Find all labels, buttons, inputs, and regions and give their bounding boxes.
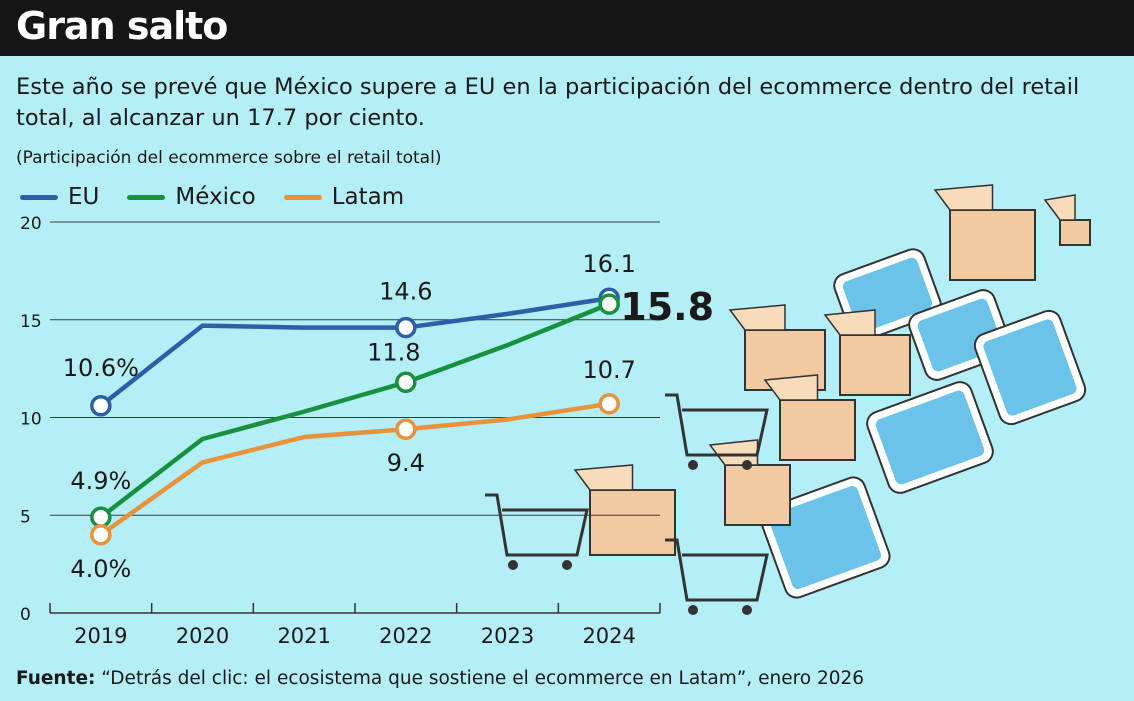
phone-screen xyxy=(769,485,881,590)
data-point xyxy=(395,418,417,440)
legend-swatch xyxy=(127,194,166,200)
series-line-EU xyxy=(99,296,610,408)
series-line-México xyxy=(99,302,611,519)
data-label: 9.4 xyxy=(387,449,425,477)
legend-swatch xyxy=(283,194,322,200)
legend-item-mexico: México xyxy=(127,184,256,210)
x-tick-label: 2020 xyxy=(176,624,229,648)
phone-screen xyxy=(983,319,1077,416)
header-bar: Gran salto xyxy=(0,0,1134,56)
legend-swatch xyxy=(20,194,58,200)
data-point xyxy=(598,393,620,415)
box-icon xyxy=(779,399,856,461)
x-tick-label: 2019 xyxy=(74,624,127,648)
x-tick-label: 2024 xyxy=(582,624,635,648)
legend-label: EU xyxy=(68,184,100,210)
cart-icon xyxy=(665,538,769,602)
data-label: 14.6 xyxy=(379,278,432,306)
data-label: 10.6% xyxy=(63,354,139,382)
data-label: 11.8 xyxy=(367,338,420,366)
chart-title: Gran salto xyxy=(16,4,228,48)
box-flap xyxy=(573,464,634,491)
box-flap xyxy=(823,309,876,336)
data-point xyxy=(598,293,620,315)
source-label: Fuente: xyxy=(16,668,96,689)
data-point xyxy=(395,371,417,394)
box-flap xyxy=(763,374,819,401)
data-point xyxy=(395,316,417,339)
x-tick-label: 2021 xyxy=(277,624,330,648)
data-point xyxy=(90,395,112,417)
y-tick-label: 0 xyxy=(20,605,31,625)
source-note: Fuente: “Detrás del clic: el ecosistema … xyxy=(16,668,864,689)
phone-icon xyxy=(973,309,1087,426)
cart-icon xyxy=(665,393,769,457)
legend-label: México xyxy=(175,184,256,210)
cart-wheel xyxy=(508,560,518,570)
y-tick-label: 10 xyxy=(20,410,42,430)
data-point xyxy=(90,524,112,546)
box-flap xyxy=(1043,194,1076,221)
box-flap xyxy=(933,184,994,211)
y-tick-label: 5 xyxy=(20,507,31,527)
cart-wheel xyxy=(562,560,572,570)
cart-wheel xyxy=(688,460,698,470)
data-label: 4.0% xyxy=(70,555,131,583)
source-text: “Detrás del clic: el ecosistema que sost… xyxy=(101,668,865,689)
legend-label: Latam xyxy=(331,184,405,210)
data-label: 10.7 xyxy=(582,356,635,384)
box-icon xyxy=(589,489,676,556)
chart-subtitle: Este año se prevé que México supere a EU… xyxy=(16,74,1080,131)
phone-icon xyxy=(866,381,994,494)
data-label: 15.8 xyxy=(620,285,714,329)
legend: EU México Latam xyxy=(20,184,404,210)
phone-screen xyxy=(875,390,985,485)
y-tick-label: 15 xyxy=(20,312,42,332)
box-flap xyxy=(728,304,786,331)
legend-item-latam: Latam xyxy=(283,184,405,210)
data-label: 4.9% xyxy=(70,467,131,495)
cart-wheel xyxy=(688,605,698,615)
cart-wheel xyxy=(742,460,752,470)
box-icon xyxy=(724,464,791,526)
y-tick-label: 20 xyxy=(20,214,42,234)
legend-item-eu: EU xyxy=(20,184,99,210)
data-point xyxy=(90,506,112,528)
y-axis-label: (Participación del ecommerce sobre el re… xyxy=(16,148,442,168)
x-tick-label: 2023 xyxy=(481,624,534,648)
data-label: 16.1 xyxy=(582,250,635,278)
cart-wheel xyxy=(742,605,752,615)
phone-icon xyxy=(759,476,891,599)
x-tick-label: 2022 xyxy=(379,624,432,648)
box-icon xyxy=(949,209,1036,281)
cart-icon xyxy=(485,493,589,557)
box-icon xyxy=(1059,219,1091,246)
series-line-Latam xyxy=(99,401,610,537)
